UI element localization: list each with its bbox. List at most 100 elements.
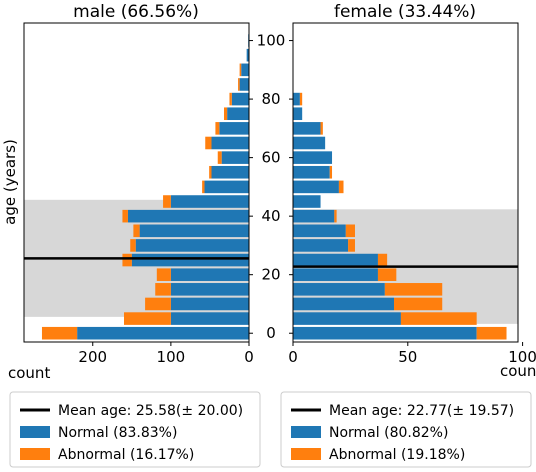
- male-bar-abnormal-age-10: [145, 297, 171, 311]
- female-x-tick-label: 50: [398, 348, 417, 366]
- age-tick-label: 100: [257, 32, 286, 50]
- male-legend-label: Mean age: 25.58(± 20.00): [58, 403, 243, 419]
- male-x-axis-label: count: [8, 364, 50, 382]
- male-bar-abnormal-age-55: [209, 165, 212, 179]
- male-bar-normal-age-15: [170, 283, 249, 296]
- female-bar-normal-age-20: [293, 268, 378, 281]
- male-x-tick-label: 0: [244, 348, 254, 366]
- male-legend-box: [9, 391, 261, 468]
- female-bar-normal-age-35: [293, 224, 346, 238]
- male-bar-normal-age-5: [170, 312, 249, 325]
- male-bar-normal-age-45: [170, 195, 249, 208]
- male-bar-normal-age-55: [211, 165, 249, 179]
- female-axes-frame: [292, 22, 519, 343]
- male-bar-abnormal-age-35: [133, 224, 140, 238]
- female-bar-abnormal-age-70: [320, 122, 323, 135]
- female-legend-label: Normal (80.82%): [329, 425, 448, 441]
- female-bar-abnormal-age-15: [384, 283, 443, 296]
- female-bar-normal-age-10: [293, 297, 395, 311]
- female-bar-normal-age-80: [293, 92, 300, 106]
- female-legend: Mean age: 22.77(± 19.57) Normal (80.82%) A…: [280, 391, 532, 468]
- female-bar-abnormal-age-80: [299, 92, 303, 106]
- male-bar-normal-age-30: [135, 239, 249, 252]
- male-bars: [41, 34, 249, 340]
- male-bar-abnormal-age-85: [238, 78, 240, 91]
- age-tick-label: 20: [261, 266, 280, 284]
- male-bar-abnormal-age-45: [163, 195, 171, 208]
- female-bar-normal-age-30: [293, 239, 349, 252]
- male-x-tick-label: 100: [157, 348, 186, 366]
- male-x-tick-label: 200: [78, 348, 107, 366]
- male-bar-normal-age-95: [246, 48, 249, 62]
- male-bar-normal-age-20: [170, 268, 249, 281]
- male-legend-label: Normal (83.83%): [58, 425, 177, 441]
- male-x-ticks: 200 100 0: [78, 342, 254, 366]
- female-bar-abnormal-age-30: [348, 239, 355, 252]
- male-legend: Mean age: 25.58(± 20.00) Normal (83.83%) A…: [9, 391, 261, 468]
- male-bar-normal-age-65: [211, 136, 249, 150]
- male-bar-abnormal-age-75: [224, 107, 228, 121]
- female-x-ticks: 0 50 100: [288, 342, 536, 366]
- male-bar-abnormal-age-65: [205, 136, 212, 150]
- male-bar-normal-age-0: [77, 326, 249, 340]
- male-bar-abnormal-age-25: [122, 253, 132, 267]
- male-bar-normal-age-75: [227, 107, 249, 121]
- female-bar-normal-age-50: [293, 180, 339, 194]
- female-panel: 0 50 100 female (33.44%) count: [288, 2, 536, 380]
- male-bar-abnormal-age-40: [122, 209, 128, 223]
- male-panel: 200 100 0 male (66.56%) count age (years): [1, 2, 254, 382]
- male-bar-abnormal-age-90: [239, 63, 242, 77]
- female-bar-normal-age-5: [293, 312, 401, 325]
- male-bar-abnormal-age-80: [229, 92, 232, 106]
- male-bar-normal-age-80: [231, 92, 249, 106]
- male-bar-normal-age-90: [241, 63, 249, 77]
- male-legend-normal-swatch: [20, 426, 50, 438]
- male-bar-normal-age-60: [221, 151, 249, 164]
- male-bar-abnormal-age-50: [202, 180, 205, 194]
- female-bar-normal-age-65: [293, 136, 326, 150]
- female-bar-normal-age-0: [293, 326, 477, 340]
- female-bar-abnormal-age-55: [329, 165, 333, 179]
- female-chart-title: female (33.44%): [334, 2, 476, 22]
- female-legend-normal-swatch: [291, 426, 321, 438]
- male-bar-abnormal-age-30: [130, 239, 136, 252]
- male-legend-abnormal-swatch: [20, 448, 50, 460]
- male-bar-abnormal-age-20: [156, 268, 171, 281]
- male-bar-normal-age-10: [170, 297, 249, 311]
- female-bar-normal-age-15: [293, 283, 385, 296]
- female-bar-normal-age-75: [293, 107, 303, 121]
- male-bar-normal-age-35: [139, 224, 249, 238]
- female-legend-label: Abnormal (19.18%): [329, 447, 465, 463]
- female-bar-abnormal-age-5: [400, 312, 477, 325]
- female-bar-normal-age-70: [293, 122, 321, 135]
- female-bar-abnormal-age-10: [394, 297, 443, 311]
- male-chart-title: male (66.56%): [73, 2, 199, 22]
- female-bar-normal-age-40: [293, 209, 335, 223]
- male-legend-label: Abnormal (16.17%): [58, 447, 194, 463]
- male-bar-abnormal-age-0: [41, 326, 78, 340]
- female-bar-abnormal-age-20: [377, 268, 397, 281]
- male-bar-normal-age-25: [131, 253, 249, 267]
- male-bar-normal-age-50: [204, 180, 249, 194]
- male-bar-abnormal-age-15: [155, 283, 171, 296]
- age-tick-label: 60: [261, 149, 280, 167]
- female-bar-normal-age-60: [293, 151, 333, 164]
- age-tick-label: 40: [261, 207, 280, 225]
- male-bar-normal-age-40: [127, 209, 249, 223]
- male-bar-abnormal-age-5: [124, 312, 171, 325]
- female-legend-abnormal-swatch: [291, 448, 321, 460]
- female-bars: [293, 92, 507, 340]
- age-tick-label: 80: [261, 90, 280, 108]
- female-bar-normal-age-45: [293, 195, 321, 208]
- female-bar-abnormal-age-35: [345, 224, 355, 238]
- female-x-tick-label: 100: [508, 348, 536, 366]
- female-x-axis-label: count: [500, 362, 536, 380]
- male-bar-normal-age-70: [219, 122, 249, 135]
- female-bar-abnormal-age-40: [334, 209, 337, 223]
- female-bar-normal-age-55: [293, 165, 330, 179]
- male-bar-abnormal-age-60: [217, 151, 222, 164]
- age-axis-ticks: 0 20 40 60 80 100: [249, 32, 293, 342]
- female-legend-box: [280, 391, 532, 468]
- female-legend-label: Mean age: 22.77(± 19.57): [329, 403, 514, 419]
